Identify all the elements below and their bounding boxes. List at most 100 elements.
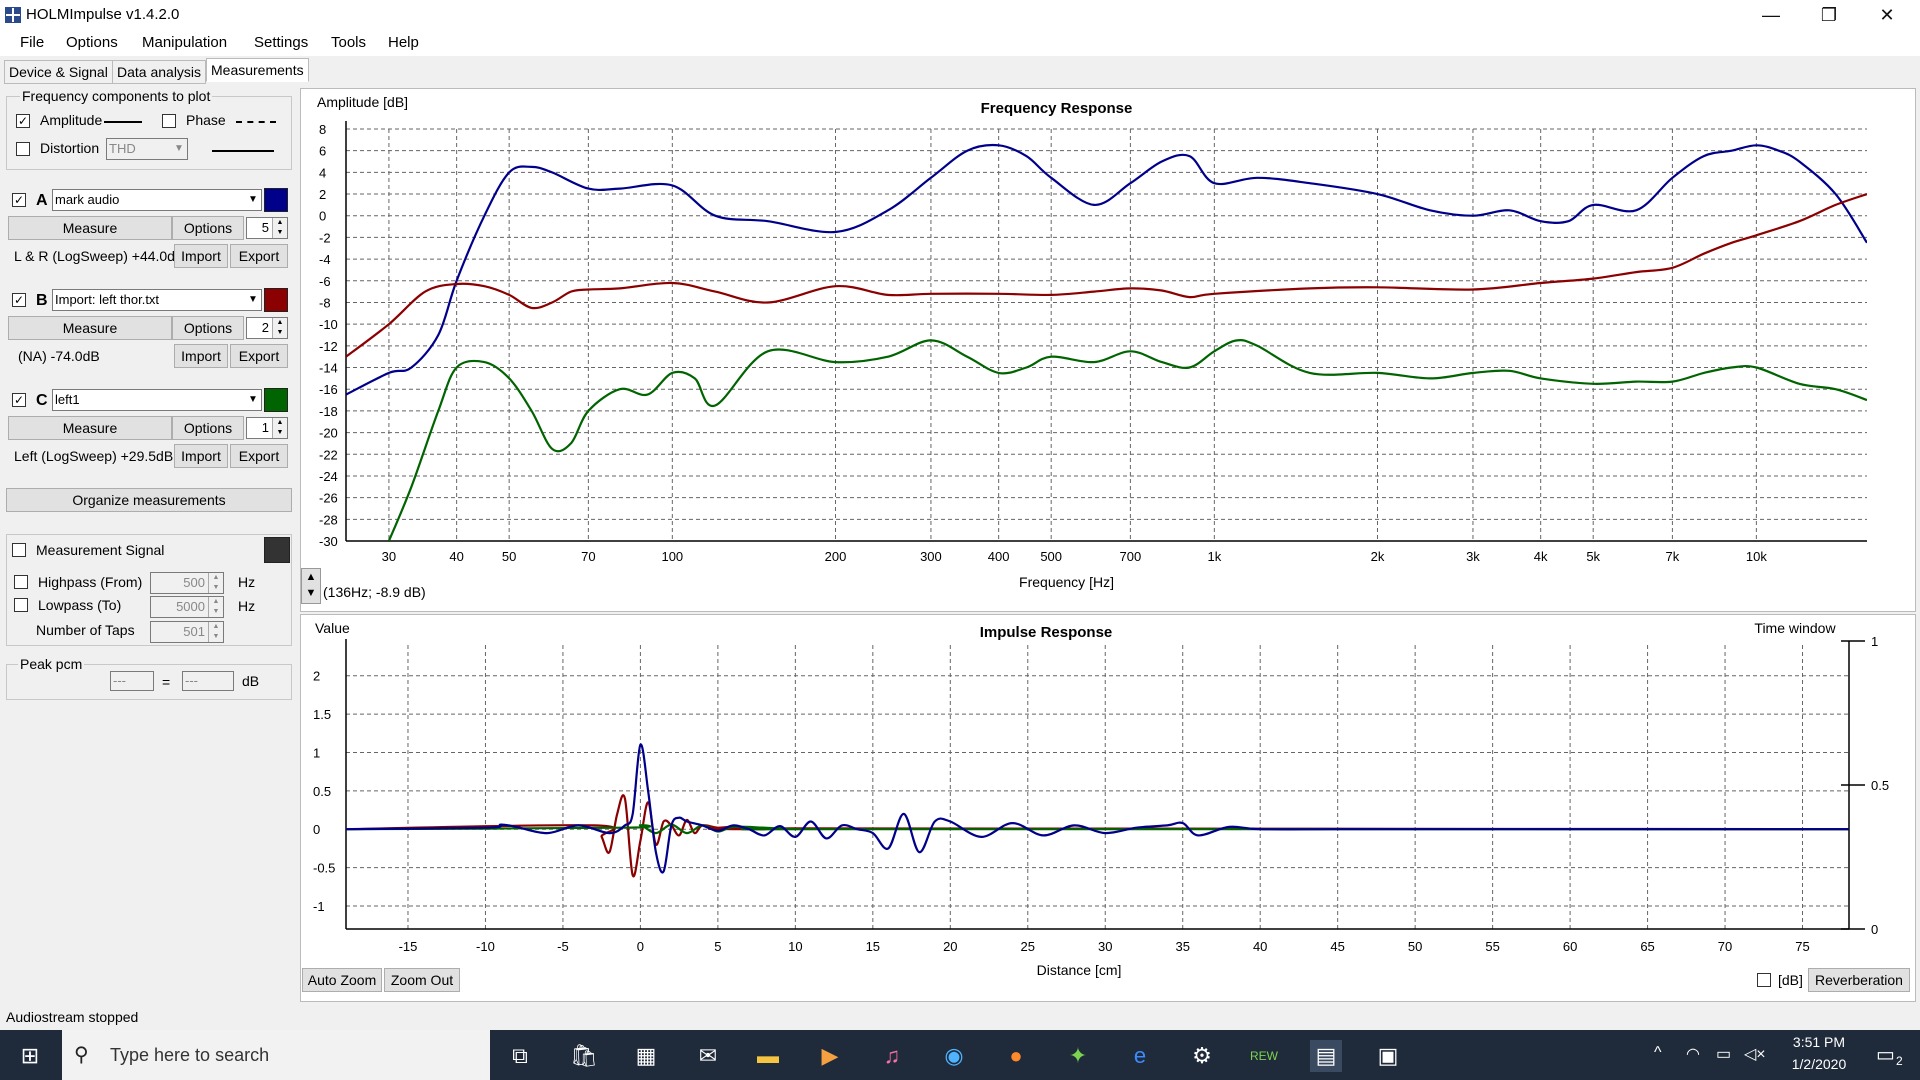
meas-b-import-button[interactable]: Import [174, 344, 228, 368]
organize-measurements-button[interactable]: Organize measurements [6, 488, 292, 512]
meas-a-import-button[interactable]: Import [174, 244, 228, 268]
freq-x-tick-label: 400 [988, 549, 1010, 564]
battery-icon[interactable]: ▭ [1716, 1046, 1732, 1063]
taskbar-search-box[interactable]: ⚲ Type here to search [62, 1030, 490, 1080]
menu-help[interactable]: Help [388, 34, 419, 51]
meas-c-count-spinner[interactable]: 1 ▲ ▼ [246, 417, 288, 439]
meas-b-checkbox[interactable]: ✓ [12, 293, 26, 307]
wifi-icon[interactable]: ◠ [1686, 1046, 1700, 1063]
cursor-toggle-button[interactable]: ▲ ▼ [301, 568, 321, 604]
freq-y-tick-label: 2 [319, 187, 326, 202]
distortion-checkbox[interactable] [16, 142, 30, 156]
measurement-signal-checkbox[interactable] [12, 543, 26, 557]
settings-gear-icon[interactable]: ⚙ [1192, 1043, 1212, 1068]
highpass-checkbox[interactable] [14, 575, 28, 589]
notification-icon[interactable]: ▭ [1876, 1044, 1895, 1066]
imp-y-tick-label: 0.5 [313, 784, 331, 799]
meas-b-export-button[interactable]: Export [230, 344, 288, 368]
components-title: Frequency components to plot [20, 88, 213, 104]
frequency-response-chart[interactable]: Amplitude [dB] Frequency Response Frequenc… [301, 89, 1915, 611]
calculator-icon[interactable]: ▦ [635, 1043, 657, 1068]
itunes-icon[interactable]: ♫ [883, 1043, 901, 1068]
meas-a-options-button[interactable]: Options [172, 216, 244, 240]
amplitude-checkbox[interactable]: ✓ [16, 114, 30, 128]
auto-zoom-button[interactable]: Auto Zoom [302, 968, 382, 992]
freq-x-axis-label: Frequency [Hz] [1019, 574, 1114, 590]
taps-spinner[interactable]: 501 ▲ ▼ [150, 621, 224, 643]
spinner-arrows-icon[interactable]: ▲ ▼ [272, 218, 287, 238]
meas-a-name-select[interactable]: mark audio ▼ [52, 189, 262, 211]
peak-right-field[interactable]: --- [182, 671, 234, 691]
freq-y-tick-label: -8 [319, 295, 331, 310]
store-icon[interactable]: 🛍 [570, 1043, 598, 1068]
lowpass-spinner[interactable]: 5000 ▲ ▼ [150, 596, 224, 618]
db-checkbox[interactable] [1757, 973, 1771, 987]
meas-a-export-button[interactable]: Export [230, 244, 288, 268]
meas-a-measure-button[interactable]: Measure [8, 216, 172, 240]
photos-icon[interactable]: ▣ [1377, 1043, 1399, 1068]
meas-b-color-swatch[interactable] [264, 288, 288, 312]
meas-c-import-button[interactable]: Import [174, 444, 228, 468]
highpass-spinner[interactable]: 500 ▲ ▼ [150, 572, 224, 594]
meas-b-options-button[interactable]: Options [172, 316, 244, 340]
spinner-arrows-icon[interactable]: ▲ ▼ [208, 622, 223, 642]
media-player-icon[interactable]: ▶ [821, 1043, 839, 1068]
reverberation-button[interactable]: Reverberation [1808, 968, 1910, 992]
meas-a-count-spinner[interactable]: 5 ▲ ▼ [246, 217, 288, 239]
close-button[interactable]: ✕ [1879, 5, 1895, 25]
spinner-arrows-icon[interactable]: ▲ ▼ [208, 597, 223, 617]
lowpass-checkbox[interactable] [14, 598, 28, 612]
db-label: [dB] [1778, 972, 1803, 988]
peak-left-field[interactable]: --- [110, 671, 154, 691]
menu-manipulation[interactable]: Manipulation [142, 34, 228, 51]
phase-checkbox[interactable] [162, 114, 176, 128]
meas-a-count: 5 [261, 220, 269, 235]
meas-a-checkbox[interactable]: ✓ [12, 193, 26, 207]
holmimpulse-taskbar-icon[interactable]: ▤ [1310, 1040, 1342, 1072]
spinner-arrows-icon[interactable]: ▲ ▼ [272, 318, 287, 338]
firefox-icon[interactable]: ● [1009, 1043, 1023, 1068]
imp-right-tick-label: 1 [1871, 634, 1878, 649]
rew-icon[interactable]: REW [1250, 1049, 1278, 1063]
imp-x-tick-label: 65 [1640, 939, 1654, 954]
impulse-response-chart[interactable]: Value Impulse Response Time window Distance… [301, 615, 1915, 1001]
minimize-button[interactable]: — [1762, 5, 1780, 25]
menu-tools[interactable]: Tools [331, 34, 367, 51]
task-view-icon[interactable]: ⧉ [512, 1043, 528, 1068]
meas-c-measure-button[interactable]: Measure [8, 416, 172, 440]
distortion-type-select[interactable]: THD ▼ [106, 138, 188, 160]
globe-app-icon[interactable]: ◉ [944, 1043, 964, 1068]
meas-c-export-button[interactable]: Export [230, 444, 288, 468]
meas-c-name-select[interactable]: left1 ▼ [52, 389, 262, 411]
meas-b-count-spinner[interactable]: 2 ▲ ▼ [246, 317, 288, 339]
file-explorer-icon[interactable]: ▬ [757, 1043, 779, 1068]
mail-icon[interactable]: ✉ [698, 1043, 718, 1068]
meas-b-measure-button[interactable]: Measure [8, 316, 172, 340]
menu-options[interactable]: Options [66, 34, 118, 51]
meas-a-color-swatch[interactable] [264, 188, 288, 212]
app-icon[interactable]: ✦ [1068, 1043, 1088, 1068]
cursor-readout: (136Hz; -8.9 dB) [323, 584, 426, 600]
signal-color-swatch[interactable] [264, 537, 290, 563]
spinner-arrows-icon[interactable]: ▲ ▼ [208, 573, 223, 593]
status-bar: Audiostream stopped [0, 1004, 1920, 1030]
tab-data-analysis[interactable]: Data analysis [112, 60, 207, 84]
tab-measurements[interactable]: Measurements [206, 58, 309, 82]
zoom-out-button[interactable]: Zoom Out [384, 968, 460, 992]
meas-c-options-button[interactable]: Options [172, 416, 244, 440]
tab-device-signal[interactable]: Device & Signal [4, 60, 113, 84]
maximize-button[interactable]: ❐ [1820, 5, 1838, 25]
meas-c-color-swatch[interactable] [264, 388, 288, 412]
meas-c-checkbox[interactable]: ✓ [12, 393, 26, 407]
edge-icon[interactable]: e [1133, 1043, 1147, 1068]
tray-chevron-up-icon[interactable]: ^ [1654, 1044, 1662, 1061]
taskbar-time[interactable]: 3:51 PM [1792, 1034, 1846, 1050]
spinner-arrows-icon[interactable]: ▲ ▼ [272, 418, 287, 438]
volume-muted-icon[interactable]: ◁× [1744, 1046, 1766, 1063]
taskbar-date[interactable]: 1/2/2020 [1791, 1056, 1847, 1072]
freq-y-tick-label: -2 [319, 230, 331, 245]
menu-settings[interactable]: Settings [254, 34, 309, 51]
windows-start-icon[interactable]: ⊞ [20, 1043, 40, 1068]
menu-file[interactable]: File [20, 34, 45, 51]
meas-b-name-select[interactable]: Import: left thor.txt ▼ [52, 289, 262, 311]
